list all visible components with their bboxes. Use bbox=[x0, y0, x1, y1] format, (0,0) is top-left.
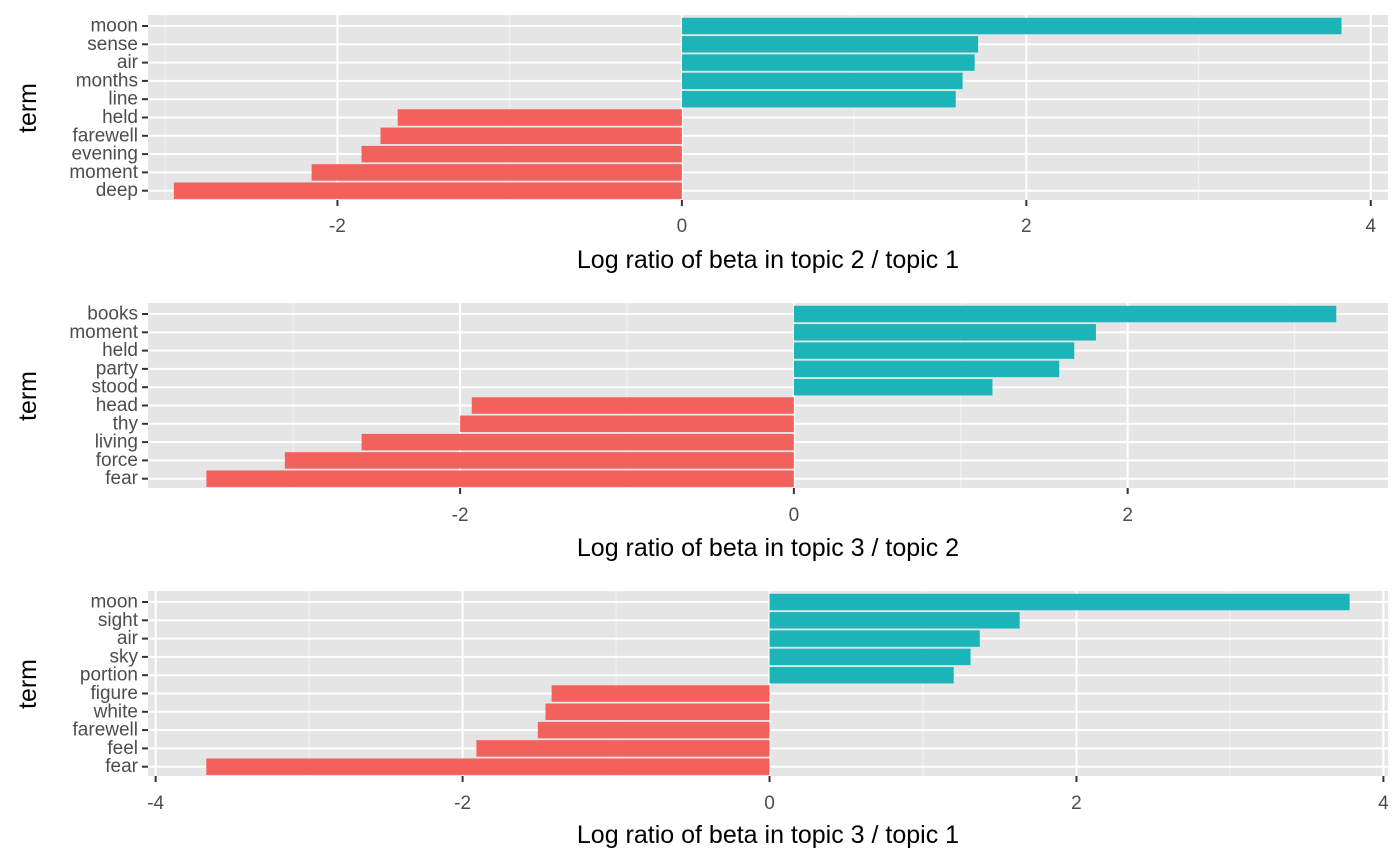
bar-figure bbox=[551, 685, 770, 702]
bar-deep bbox=[173, 182, 682, 199]
y-tick-label: moon bbox=[90, 16, 138, 37]
bar-air bbox=[769, 630, 980, 647]
y-tick-label: held bbox=[102, 107, 138, 128]
panel-1: moonsenseairmonthslineheldfarewellevenin… bbox=[14, 15, 1388, 274]
bar-evening bbox=[361, 145, 682, 163]
y-tick-label: air bbox=[117, 628, 139, 649]
y-tick-label: head bbox=[96, 395, 138, 416]
y-tick-label: line bbox=[108, 89, 138, 110]
x-tick-label: 4 bbox=[1378, 793, 1389, 814]
y-tick-label: living bbox=[95, 432, 138, 453]
bar-moon bbox=[681, 17, 1342, 35]
y-tick-label: farewell bbox=[73, 720, 138, 741]
x-axis-title: Log ratio of beta in topic 3 / topic 1 bbox=[577, 821, 959, 849]
bar-moon bbox=[769, 593, 1350, 611]
bar-sky bbox=[769, 648, 971, 666]
bar-force bbox=[284, 452, 794, 469]
bar-living bbox=[361, 433, 794, 451]
x-axis-title: Log ratio of beta in topic 3 / topic 2 bbox=[577, 534, 959, 562]
y-axis-title: term bbox=[14, 83, 42, 133]
x-tick-label: 0 bbox=[764, 793, 775, 814]
x-tick-label: -2 bbox=[329, 216, 346, 237]
y-tick-label: moon bbox=[90, 592, 138, 613]
x-tick-label: 0 bbox=[789, 505, 800, 526]
x-tick-label: 2 bbox=[1071, 793, 1082, 814]
x-tick-label: 2 bbox=[1122, 505, 1133, 526]
bar-sight bbox=[769, 612, 1020, 629]
x-tick-label: -2 bbox=[454, 793, 471, 814]
bar-party bbox=[793, 360, 1060, 378]
bar-line bbox=[681, 90, 956, 108]
y-tick-label: deep bbox=[96, 180, 138, 201]
y-tick-label: white bbox=[93, 701, 138, 722]
bar-months bbox=[681, 72, 963, 90]
y-tick-label: figure bbox=[90, 683, 138, 704]
bar-held bbox=[397, 109, 682, 126]
y-tick-label: moment bbox=[69, 322, 138, 343]
bar-fear bbox=[206, 470, 794, 487]
bar-stood bbox=[793, 378, 993, 396]
bar-white bbox=[545, 703, 770, 721]
bar-portion bbox=[769, 666, 954, 684]
y-tick-label: sky bbox=[110, 646, 139, 667]
y-tick-label: air bbox=[117, 52, 139, 73]
bar-books bbox=[793, 305, 1337, 323]
y-tick-label: party bbox=[96, 358, 139, 379]
bar-thy bbox=[460, 415, 794, 433]
panel-2: booksmomentheldpartystoodheadthylivingfo… bbox=[14, 303, 1388, 562]
y-tick-label: stood bbox=[92, 377, 138, 398]
x-axis-title: Log ratio of beta in topic 2 / topic 1 bbox=[577, 246, 959, 274]
y-tick-label: fear bbox=[105, 756, 138, 777]
bar-farewell bbox=[537, 721, 770, 739]
y-tick-label: farewell bbox=[73, 125, 138, 146]
bar-moment bbox=[311, 164, 682, 181]
y-axis-title: term bbox=[14, 659, 42, 709]
y-tick-label: portion bbox=[80, 665, 138, 686]
x-tick-label: 4 bbox=[1365, 216, 1376, 237]
bar-moment bbox=[793, 324, 1096, 341]
bar-head bbox=[471, 397, 794, 414]
y-tick-label: held bbox=[102, 340, 138, 361]
y-tick-label: evening bbox=[71, 144, 138, 165]
bar-feel bbox=[476, 740, 770, 757]
y-tick-label: books bbox=[87, 304, 138, 325]
y-tick-label: force bbox=[96, 450, 138, 471]
y-tick-label: sight bbox=[98, 610, 139, 631]
bar-air bbox=[681, 54, 975, 71]
x-tick-label: -2 bbox=[452, 505, 469, 526]
y-tick-label: moment bbox=[69, 162, 138, 183]
y-tick-label: sense bbox=[87, 34, 138, 55]
y-tick-label: thy bbox=[113, 413, 139, 434]
y-tick-label: months bbox=[76, 70, 138, 91]
x-tick-label: -4 bbox=[147, 793, 164, 814]
panel-3: moonsightairskyportionfigurewhitefarewel… bbox=[14, 591, 1389, 849]
bar-fear bbox=[206, 758, 770, 775]
x-tick-label: 2 bbox=[1021, 216, 1032, 237]
bar-sense bbox=[681, 36, 979, 53]
x-tick-label: 0 bbox=[677, 216, 688, 237]
bar-farewell bbox=[380, 127, 682, 145]
y-tick-label: feel bbox=[107, 738, 138, 759]
y-axis-title: term bbox=[14, 371, 42, 421]
y-tick-label: fear bbox=[105, 468, 138, 489]
bar-held bbox=[793, 342, 1075, 359]
